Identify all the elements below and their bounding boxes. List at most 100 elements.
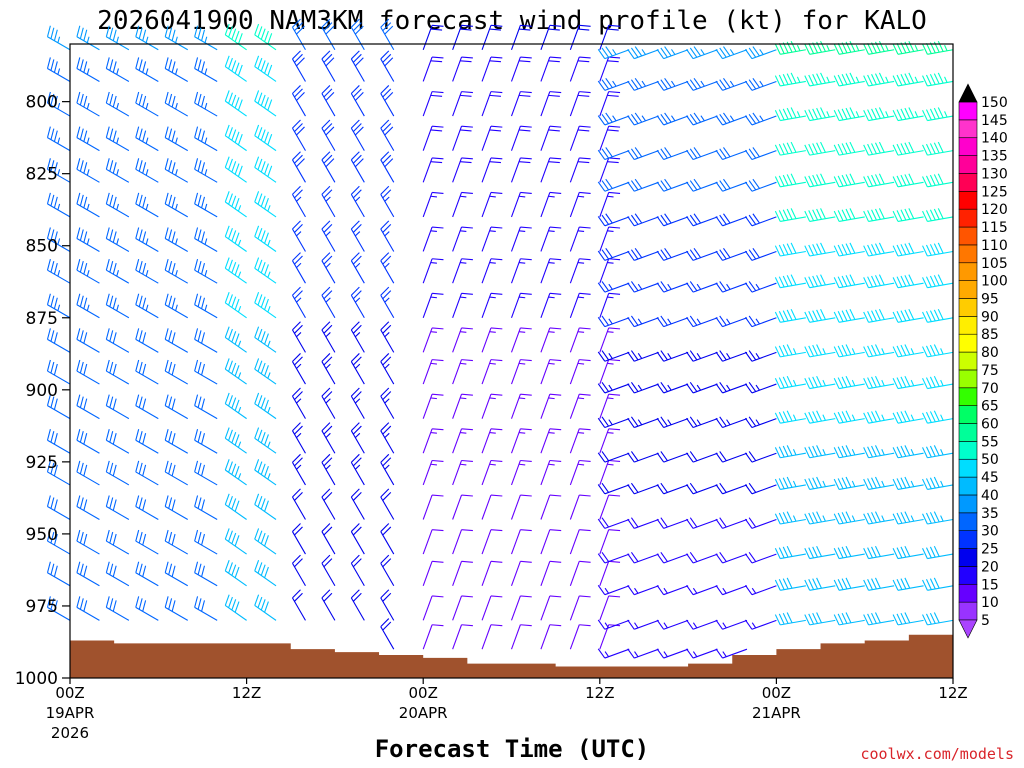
wind-barb bbox=[76, 192, 100, 218]
wind-barb bbox=[686, 178, 718, 192]
barb-feather bbox=[808, 411, 815, 423]
barb-feather bbox=[194, 293, 199, 305]
barb-shaft bbox=[634, 317, 659, 328]
barb-feather bbox=[929, 143, 936, 154]
barb-feather bbox=[601, 180, 610, 191]
barb-feather bbox=[786, 410, 793, 422]
barb-feather bbox=[904, 208, 911, 220]
barb-feather bbox=[292, 286, 301, 296]
barb-shaft bbox=[291, 228, 306, 252]
y-tick-label: 875 bbox=[26, 309, 58, 329]
barb-shaft bbox=[780, 452, 806, 459]
wind-barb bbox=[892, 274, 924, 289]
wind-barb bbox=[715, 77, 748, 91]
wind-barb bbox=[510, 292, 532, 318]
colorbar-box bbox=[958, 226, 978, 246]
barb-feather bbox=[135, 227, 140, 239]
barb-feather bbox=[790, 72, 797, 84]
barb-feather bbox=[520, 327, 532, 330]
barb-shaft bbox=[569, 595, 580, 621]
barb-feather bbox=[778, 276, 785, 288]
colorbar-box bbox=[958, 137, 978, 156]
barb-feather bbox=[841, 477, 848, 489]
barb-feather bbox=[194, 596, 199, 608]
barb-shaft bbox=[599, 561, 610, 586]
barb-feather bbox=[892, 346, 899, 358]
barb-feather bbox=[904, 476, 911, 488]
barb-feather bbox=[109, 27, 114, 39]
barb-feather bbox=[686, 115, 694, 126]
barb-shaft bbox=[838, 80, 865, 87]
wind-barb bbox=[481, 560, 503, 586]
wind-barb bbox=[686, 648, 718, 659]
barb-feather bbox=[380, 50, 390, 60]
wind-barb bbox=[164, 328, 189, 353]
barb-shaft bbox=[291, 58, 306, 82]
wind-barb bbox=[164, 460, 189, 486]
barb-shaft bbox=[224, 538, 247, 555]
barb-shaft bbox=[569, 157, 580, 183]
barb-shaft bbox=[164, 168, 189, 183]
wind-barb bbox=[76, 259, 100, 284]
barb-feather bbox=[461, 91, 473, 94]
barb-feather bbox=[201, 565, 206, 577]
barb-half-feather bbox=[384, 464, 390, 470]
barb-feather bbox=[83, 61, 88, 73]
barb-feather bbox=[224, 23, 230, 36]
barb-shaft bbox=[321, 228, 336, 252]
colorbar-box bbox=[958, 316, 978, 335]
wind-barb bbox=[863, 511, 895, 525]
barb-feather bbox=[194, 429, 199, 441]
barb-shaft bbox=[135, 338, 159, 353]
barb-feather bbox=[138, 563, 143, 575]
wind-barb bbox=[597, 350, 630, 362]
barb-feather bbox=[892, 478, 899, 490]
barb-half-feather bbox=[944, 44, 948, 52]
barb-feather bbox=[900, 612, 907, 624]
colorbar-box bbox=[958, 494, 978, 514]
wind-barb bbox=[804, 40, 836, 55]
barb-feather bbox=[461, 529, 473, 532]
barb-feather bbox=[904, 174, 911, 185]
barb-feather bbox=[833, 176, 840, 188]
wind-barb bbox=[194, 259, 218, 284]
wind-barb bbox=[510, 595, 532, 621]
barb-feather bbox=[874, 309, 881, 321]
plot-frame bbox=[69, 43, 954, 679]
wind-barb bbox=[922, 445, 954, 459]
barb-feather bbox=[925, 478, 932, 489]
barb-feather bbox=[744, 417, 753, 428]
barb-feather bbox=[197, 295, 202, 307]
barb-feather bbox=[660, 113, 668, 124]
barb-shaft bbox=[481, 293, 492, 318]
barb-feather bbox=[549, 459, 562, 462]
wind-barb bbox=[224, 493, 247, 520]
barb-half-feather bbox=[671, 115, 676, 122]
barb-half-feather bbox=[430, 261, 437, 264]
barb-feather bbox=[350, 589, 360, 599]
barb-feather bbox=[292, 353, 301, 362]
barb-feather bbox=[267, 165, 273, 177]
barb-feather bbox=[168, 261, 173, 273]
barb-half-feather bbox=[634, 651, 639, 658]
barb-feather bbox=[933, 309, 940, 321]
barb-feather bbox=[871, 174, 877, 186]
wind-barb bbox=[686, 381, 718, 394]
wind-barb bbox=[321, 589, 336, 621]
barb-half-feather bbox=[325, 196, 331, 202]
barb-feather bbox=[630, 113, 639, 124]
barb-shaft bbox=[569, 624, 580, 650]
barb-feather bbox=[53, 297, 58, 309]
barb-feather bbox=[76, 192, 81, 205]
barb-shaft bbox=[422, 460, 433, 486]
barb-feather bbox=[871, 74, 877, 85]
barb-half-feather bbox=[57, 137, 61, 144]
barb-shaft bbox=[604, 49, 630, 60]
wind-barb bbox=[321, 453, 336, 486]
barb-feather bbox=[224, 427, 230, 439]
wind-barb bbox=[892, 410, 924, 424]
barb-shaft bbox=[780, 250, 806, 257]
wind-barb bbox=[380, 119, 395, 151]
barb-feather bbox=[933, 511, 940, 523]
barb-feather bbox=[352, 22, 362, 32]
